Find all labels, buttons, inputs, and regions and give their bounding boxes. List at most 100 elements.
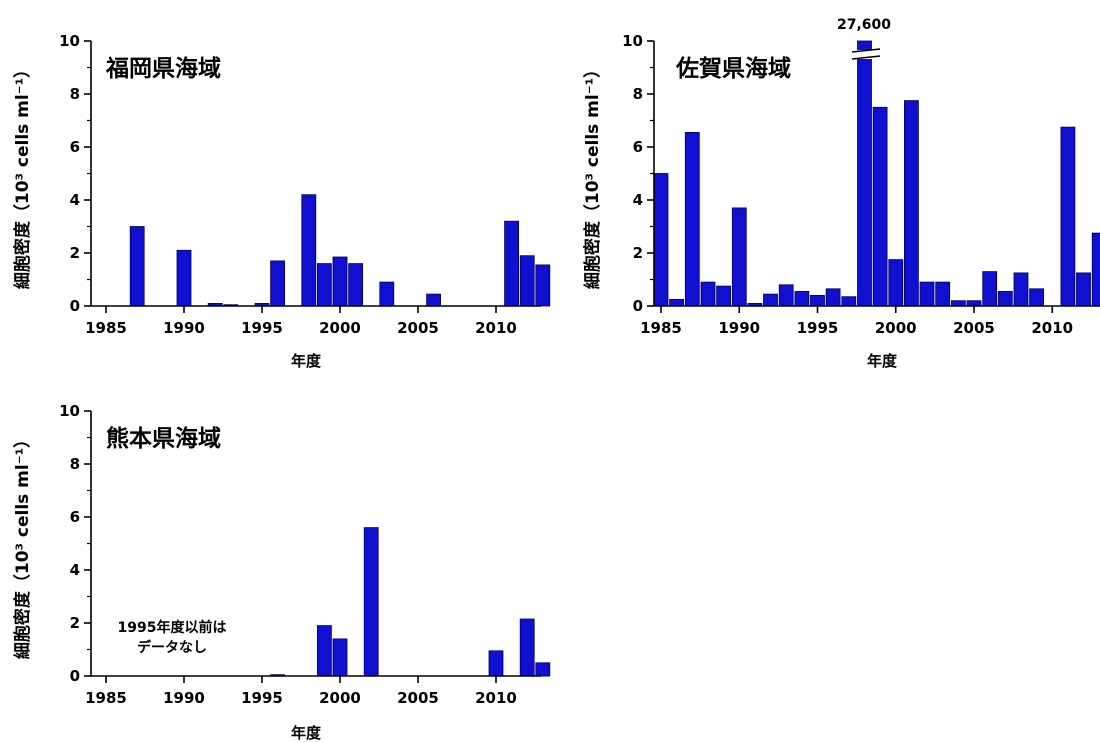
x-tick-label: 2010 [475,319,517,337]
bar-2009 [1029,288,1044,307]
chart-panel-fukuoka: 細胞密度（10³ cells ml⁻¹） 福岡県海域 0 2 4 6 8 10 1985 1… [12,32,551,370]
y-ticks: 0 2 4 6 8 10 [622,32,654,315]
y-tick-label: 6 [70,508,80,526]
x-axis-label: 年度 [867,352,898,370]
y-ticks: 0 2 4 6 8 10 [59,32,91,315]
bar-2002 [919,281,935,307]
y-axis-label: 細胞密度（10³ cells ml⁻¹） [582,61,603,289]
bar-1992 [763,293,778,307]
bar-1998 [857,40,872,307]
y-tick-label: 0 [633,297,643,315]
y-tick-label: 2 [633,244,643,262]
y-tick-label: 8 [70,85,80,103]
axis-break-value: 27,600 [837,17,891,33]
panel-title: 福岡県海域 [105,55,221,82]
x-ticks: 1985 1990 1995 2000 2005 2010 [85,676,517,707]
bar-1987 [684,131,700,307]
panel-title: 熊本県海域 [106,425,221,452]
y-tick-label: 4 [70,561,80,579]
y-tick-label: 6 [70,138,80,156]
bar-2013 [535,264,551,307]
x-tick-label: 1990 [163,319,205,337]
bar-group [129,194,551,307]
bar-1999 [316,263,332,307]
bar-2007 [997,290,1013,307]
bar-2013 [1091,232,1100,307]
x-ticks: 1985 1990 1995 2000 2005 2010 [640,306,1073,337]
y-tick-label: 6 [633,138,643,156]
bar-group [653,40,1100,307]
bar-1994 [794,290,810,307]
bar-1997 [841,296,857,307]
bar-2000 [332,256,348,307]
y-axis-label: 細胞密度（10³ cells ml⁻¹） [12,61,33,289]
bar-1996 [270,260,286,307]
x-tick-label: 2005 [953,319,995,337]
bar-2006 [426,293,442,307]
x-tick-label: 2000 [875,319,917,337]
bar-2006 [982,271,998,307]
y-tick-label: 10 [622,32,643,50]
x-tick-label: 1995 [241,319,283,337]
y-tick-label: 8 [70,455,80,473]
x-tick-label: 1990 [163,689,205,707]
x-tick-label: 1985 [85,689,127,707]
bar-2000 [332,638,348,677]
y-tick-label: 2 [70,244,80,262]
bar-1985 [653,173,669,307]
bar-2000 [888,259,904,307]
y-tick-label: 10 [59,32,80,50]
bar-2012 [1076,272,1091,307]
y-tick-label: 8 [633,85,643,103]
bar-2011 [1060,126,1076,307]
bar-2011 [504,220,520,307]
x-tick-label: 2005 [397,689,439,707]
y-tick-label: 0 [70,297,80,315]
bar-2012 [519,618,535,677]
y-axis-label: 細胞密度（10³ cells ml⁻¹） [12,431,33,659]
x-tick-label: 2005 [397,319,439,337]
bar-1989 [716,285,731,307]
bar-2001 [348,263,364,307]
bar-2003 [379,281,395,307]
bar-2001 [904,100,919,307]
y-tick-label: 10 [59,402,80,420]
x-tick-label: 2000 [319,319,361,337]
y-tick-label: 0 [70,667,80,685]
x-tick-label: 1985 [85,319,127,337]
bar-1987 [129,226,145,307]
x-tick-label: 2010 [1031,319,1073,337]
note-line-2: データなし [137,639,207,656]
bar-2012 [519,255,535,307]
y-ticks: 0 2 4 6 8 10 [59,402,91,685]
x-axis-label: 年度 [291,352,322,370]
axis-lines [90,411,541,677]
bar-1988 [700,281,716,307]
y-tick-label: 4 [633,191,643,209]
bar-1986 [669,298,684,307]
bar-2010 [488,650,504,677]
x-tick-label: 1995 [797,319,839,337]
bar-1990 [176,249,192,307]
x-tick-label: 2010 [475,689,517,707]
bar-1999 [872,106,888,307]
bar-1995 [810,294,825,307]
x-tick-label: 1985 [640,319,682,337]
bar-1999 [316,625,332,677]
bar-group [270,527,551,677]
bar-1996 [825,288,841,307]
bar-2008 [1013,272,1029,307]
y-tick-label: 4 [70,191,80,209]
x-axis-label: 年度 [291,724,322,742]
bar-2013 [535,662,551,677]
x-tick-label: 1995 [241,689,283,707]
bar-2002 [363,527,379,677]
y-tick-label: 2 [70,614,80,632]
note-line-1: 1995年度以前は [118,619,227,636]
bar-2003 [935,281,951,307]
bar-1993 [778,284,794,307]
x-tick-label: 2000 [319,689,361,707]
